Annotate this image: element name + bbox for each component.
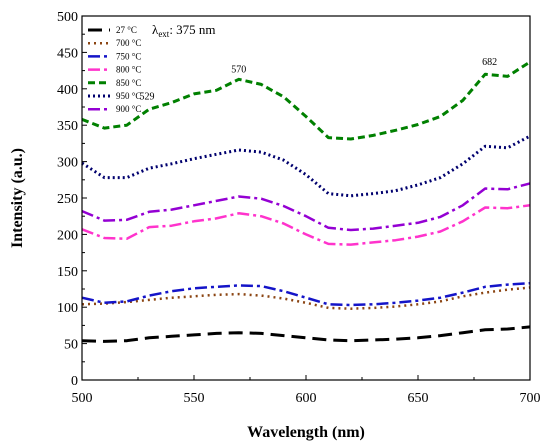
y-tick-label: 100 [57, 301, 78, 316]
x-tick-label: 650 [408, 391, 429, 406]
y-tick-label: 450 [57, 46, 78, 61]
x-axis: 500 550 600 650 700 [72, 375, 541, 406]
y-tick-label: 400 [57, 83, 78, 98]
x-axis-title: Wavelength (nm) [247, 424, 365, 441]
y-tick-label: 50 [64, 338, 78, 353]
legend-label-4: 850 °C [116, 78, 141, 88]
series-group [81, 60, 531, 343]
legend-label-6: 900 °C [116, 104, 141, 114]
series-line-6 [81, 182, 531, 232]
y-tick-label: 0 [71, 374, 78, 389]
peak-label-2: 682 [482, 57, 497, 68]
y-tick-label: 200 [57, 228, 78, 243]
x-tick-label: 600 [296, 391, 317, 406]
y-axis: 0 50 100 150 200 250 300 350 400 450 500 [57, 10, 87, 389]
y-tick-label: 250 [57, 192, 78, 207]
legend: 27 °C 700 °C 750 °C 800 °C 850 °C 950 °C 900 °… [88, 25, 141, 114]
series-line-2 [81, 281, 531, 307]
legend-label-5: 950 °C [116, 91, 141, 101]
y-axis-title: Intensity (a.u.) [9, 148, 26, 248]
peak-label-0: 529 [139, 91, 154, 102]
y-tick-label: 300 [57, 156, 78, 171]
y-tick-label: 350 [57, 119, 78, 134]
y-tick-label: 150 [57, 265, 78, 280]
x-tick-label: 700 [520, 391, 541, 406]
series-line-0 [81, 325, 531, 343]
peak-annotations: 529 570 682 [139, 57, 497, 102]
series-line-3 [81, 204, 531, 246]
x-tick-label: 500 [72, 391, 93, 406]
series-line-5 [81, 134, 531, 198]
peak-label-1: 570 [231, 64, 246, 75]
excitation-symbol: λ [152, 22, 159, 37]
x-tick-label: 550 [184, 391, 205, 406]
y-tick-label: 500 [57, 10, 78, 25]
plot-background [82, 16, 530, 380]
excitation-value: : 375 nm [169, 22, 215, 37]
legend-label-2: 750 °C [116, 51, 141, 61]
legend-label-1: 700 °C [116, 38, 141, 48]
legend-label-0: 27 °C [116, 25, 137, 35]
series-line-4 [81, 60, 531, 141]
excitation-subscript: ext [158, 29, 169, 39]
legend-label-3: 800 °C [116, 65, 141, 75]
excitation-label: λext: 375 nm [152, 22, 216, 39]
